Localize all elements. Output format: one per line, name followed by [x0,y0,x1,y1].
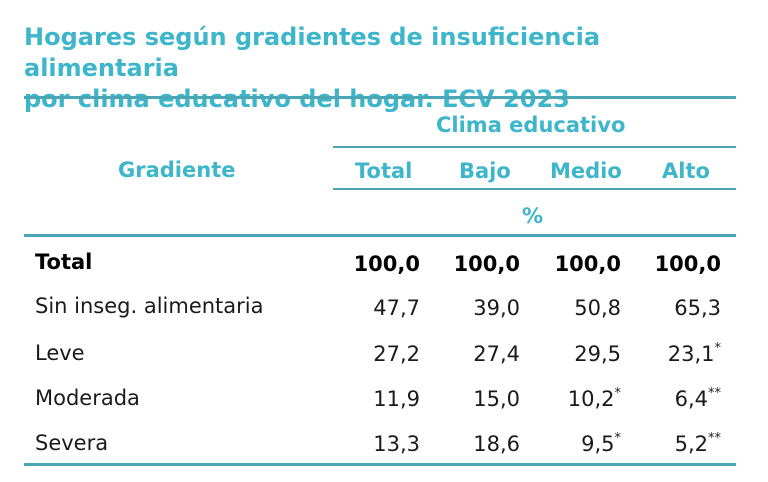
column-header-alto: Alto [662,159,710,183]
table-cell: 6,4** [674,386,721,411]
title-line-1: Hogares según gradientes de insuficienci… [24,23,601,82]
table-title: Hogares según gradientes de insuficienci… [24,22,754,115]
table-cell: 100,0 [554,252,621,276]
table-cell: 23,1* [667,341,721,366]
table-cell: 5,2** [674,431,721,456]
title-line-2: por clima educativo del hogar. ECV 2023 [24,85,570,113]
row-label-severa: Severa [35,431,109,455]
row-header: Gradiente [118,158,236,182]
column-header-total: Total [355,159,413,183]
column-header-rule [333,188,736,190]
table-cell: 15,0 [473,387,520,411]
table-cell: 50,8 [574,296,621,320]
column-header-medio: Medio [550,159,622,183]
table-cell: 100,0 [654,252,721,276]
table-cell: 27,2 [373,342,420,366]
table-cell: 65,3 [674,296,721,320]
table-cell: 47,7 [373,296,420,320]
group-header-rule [333,146,736,148]
table-cell: 100,0 [353,252,420,276]
row-label-moderada: Moderada [35,386,140,410]
table-cell: 39,0 [473,296,520,320]
row-label-leve: Leve [35,341,85,365]
table-cell: 9,5* [581,431,621,456]
group-header: Clima educativo [436,113,626,137]
table-cell: 18,6 [473,432,520,456]
column-header-bajo: Bajo [459,159,511,183]
top-rule [24,96,736,99]
table-cell: 10,2* [567,386,621,411]
table-cell: 13,3 [373,432,420,456]
table-cell: 11,9 [373,387,420,411]
row-label-sin-inseguridad: Sin inseg. alimentaria [35,294,264,318]
header-bottom-rule [24,234,736,237]
unit-label: % [522,204,544,228]
table-cell: 27,4 [473,342,520,366]
bottom-rule [24,463,736,466]
table-cell: 29,5 [574,342,621,366]
row-label-total: Total [35,250,93,274]
table-cell: 100,0 [453,252,520,276]
